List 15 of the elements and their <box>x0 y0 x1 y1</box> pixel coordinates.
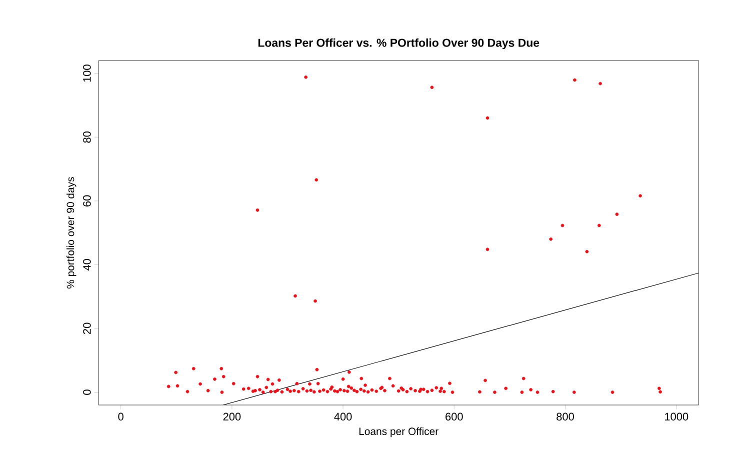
x-tick-label: 200 <box>223 412 241 421</box>
y-tick-label: 100 <box>83 64 91 82</box>
y-tick-label: 40 <box>83 259 91 271</box>
y-tick-label: 60 <box>83 195 91 206</box>
chart-title: Loans Per Officer vs. % POrtfolio Over 90 Days Due <box>258 38 540 50</box>
x-tick-label: 600 <box>446 412 463 421</box>
x-axis-title: Loans per Officer <box>359 427 438 438</box>
y-tick-label: 80 <box>83 131 91 143</box>
y-tick-label: 0 <box>83 390 91 395</box>
x-tick-label: 1000 <box>665 412 688 421</box>
x-tick-label: 800 <box>556 412 574 421</box>
y-tick-label: 20 <box>83 322 91 334</box>
x-tick-label: 0 <box>118 412 124 421</box>
x-tick-label: 400 <box>334 412 352 421</box>
y-axis-title: % portfolio over 90 days <box>66 177 76 289</box>
